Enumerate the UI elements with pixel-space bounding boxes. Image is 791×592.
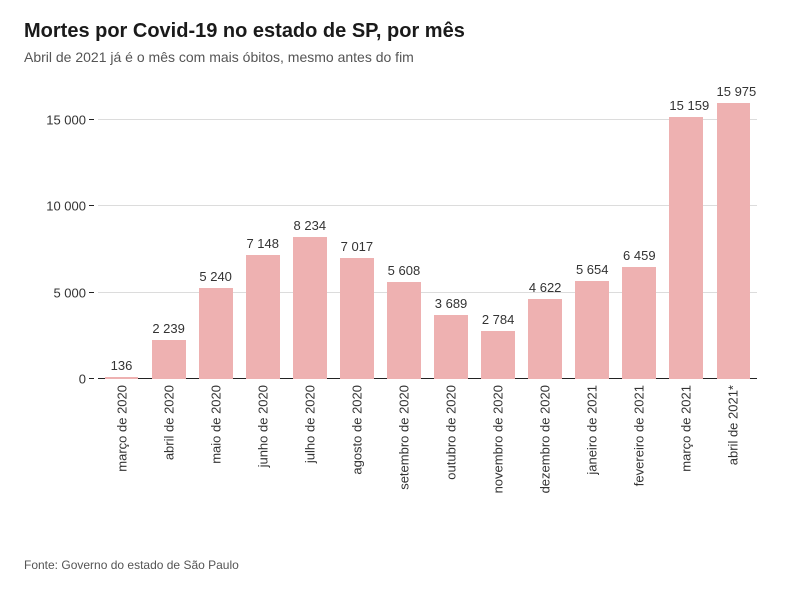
bar: 4 622 [528, 299, 562, 379]
bar-value-label: 4 622 [528, 280, 562, 299]
bar: 2 239 [152, 340, 186, 379]
bar-value-label: 7 148 [246, 236, 280, 255]
bar-value-label: 5 654 [575, 262, 609, 281]
bar: 7 148 [246, 255, 280, 379]
bar-value-label: 6 459 [622, 248, 656, 267]
x-tick-label: outubro de 2020 [444, 385, 459, 480]
x-tick-label: março de 2020 [114, 385, 129, 472]
chart-container: 0 5 000 10 000 15 000 136 2 239 5 240 7 148 8 2… [24, 69, 767, 499]
bar: 2 784 [481, 331, 515, 379]
x-tick-label: agosto de 2020 [349, 385, 364, 475]
gridline [98, 292, 757, 293]
x-axis-labels: março de 2020 abril de 2020 maio de 2020 ju… [98, 379, 757, 499]
bar: 3 689 [434, 315, 468, 379]
gridline [98, 205, 757, 206]
x-tick-label: junho de 2020 [255, 385, 270, 467]
bar: 15 159 [669, 117, 703, 379]
bar: 5 608 [387, 282, 421, 379]
bar: 6 459 [622, 267, 656, 379]
x-tick-label: janeiro de 2021 [585, 385, 600, 475]
bar: 15 975 [717, 103, 751, 379]
gridline [98, 119, 757, 120]
x-tick-label: março de 2021 [679, 385, 694, 472]
bar-value-label: 15 159 [669, 98, 703, 117]
plot-area: 136 2 239 5 240 7 148 8 234 7 017 5 608 3 689 2 … [98, 85, 757, 379]
x-tick-label: maio de 2020 [208, 385, 223, 464]
bar-value-label: 7 017 [340, 239, 374, 258]
y-tick-label: 10 000 [46, 199, 86, 214]
x-tick-label: novembro de 2020 [491, 385, 506, 493]
bar-value-label: 8 234 [293, 218, 327, 237]
x-tick-label: julho de 2020 [302, 385, 317, 463]
y-tick-label: 15 000 [46, 112, 86, 127]
bar-value-label: 2 239 [152, 321, 186, 340]
bar-value-label: 136 [105, 358, 139, 377]
y-tick-label: 5 000 [53, 285, 86, 300]
chart-source: Fonte: Governo do estado de São Paulo [24, 558, 239, 572]
y-tick-mark [89, 292, 94, 293]
chart-subtitle: Abril de 2021 já é o mês com mais óbitos… [24, 49, 767, 65]
bar: 7 017 [340, 258, 374, 379]
y-tick-mark [89, 119, 94, 120]
x-tick-label: abril de 2021* [726, 385, 741, 465]
y-tick-mark [89, 205, 94, 206]
y-tick-mark [89, 378, 94, 379]
x-tick-label: fevereiro de 2021 [632, 385, 647, 486]
x-tick-label: setembro de 2020 [396, 385, 411, 490]
bar: 5 240 [199, 288, 233, 379]
chart-title: Mortes por Covid-19 no estado de SP, por… [24, 20, 767, 43]
bar-value-label: 5 240 [199, 269, 233, 288]
x-tick-label: abril de 2020 [161, 385, 176, 460]
bar-value-label: 3 689 [434, 296, 468, 315]
bar-value-label: 2 784 [481, 312, 515, 331]
bar: 5 654 [575, 281, 609, 379]
y-tick-label: 0 [79, 372, 86, 387]
bar: 8 234 [293, 237, 327, 379]
y-axis: 05 00010 00015 000 [24, 85, 98, 379]
bar-value-label: 5 608 [387, 263, 421, 282]
x-tick-label: dezembro de 2020 [538, 385, 553, 493]
bar-value-label: 15 975 [717, 84, 751, 103]
